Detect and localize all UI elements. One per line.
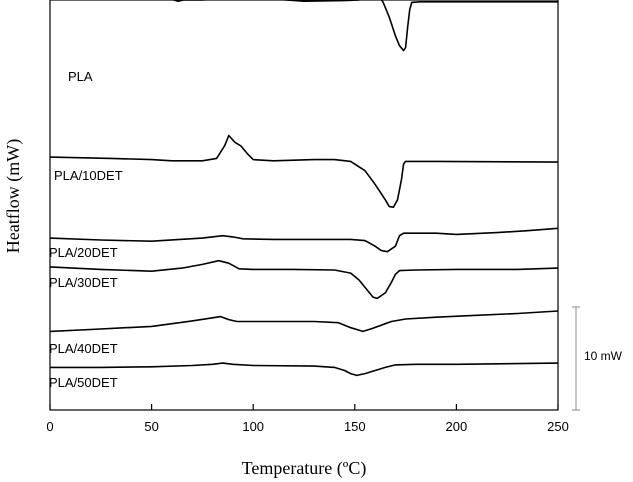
y-axis-title: Heatflow (mW) [3,139,24,253]
series-line-6 [50,362,559,377]
x-tick-label-3: 150 [344,419,366,434]
series-label-4: PLA/30DET [49,275,118,290]
series-label-3: PLA/20DET [49,245,118,260]
scale-bar: 10 mW [572,306,623,411]
x-axis: 0 50 100 150 200 250 [46,404,569,434]
series-group [49,0,559,377]
series-label-6: PLA/50DET [49,375,118,390]
scale-bar-label: 10 mW [584,349,623,363]
x-tick-label-0: 0 [46,419,53,434]
plot-frame [49,0,559,411]
x-tick-label-2: 100 [242,419,264,434]
x-tick-label-4: 200 [446,419,468,434]
x-tick-label-1: 50 [144,419,158,434]
series-line-3 [49,227,559,253]
series-label-5: PLA/40DET [49,341,118,356]
x-tick-label-5: 250 [547,419,569,434]
series-label-group: PLA PLA/10DET PLA/20DET PLA/30DET PLA/40DET P… [49,69,123,390]
series-line-4 [49,259,559,300]
x-axis-title: Temperature (ºC) [242,458,367,479]
series-line-1 [171,0,558,52]
series-line-2 [49,134,559,208]
series-line-5 [49,310,559,333]
series-label-1: PLA [68,69,93,84]
series-label-2: PLA/10DET [54,168,123,183]
